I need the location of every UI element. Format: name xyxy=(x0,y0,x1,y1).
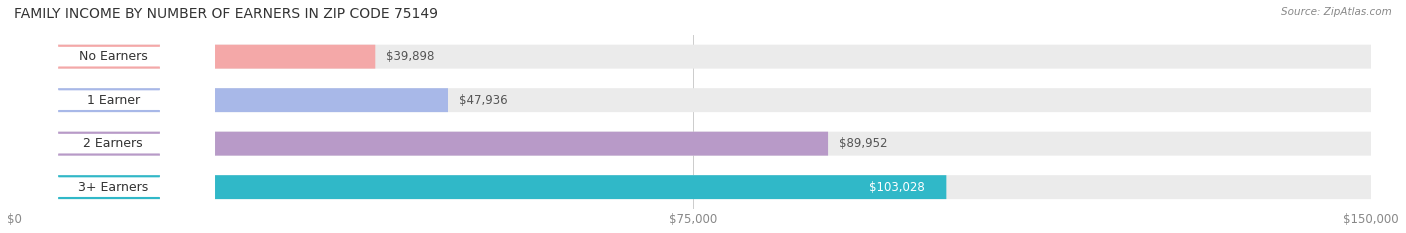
FancyBboxPatch shape xyxy=(14,132,1371,156)
Text: Source: ZipAtlas.com: Source: ZipAtlas.com xyxy=(1281,7,1392,17)
FancyBboxPatch shape xyxy=(14,88,1371,112)
Text: $103,028: $103,028 xyxy=(869,181,925,194)
FancyBboxPatch shape xyxy=(4,0,214,233)
Text: FAMILY INCOME BY NUMBER OF EARNERS IN ZIP CODE 75149: FAMILY INCOME BY NUMBER OF EARNERS IN ZI… xyxy=(14,7,439,21)
FancyBboxPatch shape xyxy=(14,175,946,199)
Text: $89,952: $89,952 xyxy=(839,137,887,150)
Text: $47,936: $47,936 xyxy=(458,94,508,107)
FancyBboxPatch shape xyxy=(14,175,1371,199)
FancyBboxPatch shape xyxy=(14,88,449,112)
FancyBboxPatch shape xyxy=(4,0,214,233)
Text: 3+ Earners: 3+ Earners xyxy=(79,181,149,194)
FancyBboxPatch shape xyxy=(14,132,828,156)
Text: No Earners: No Earners xyxy=(79,50,148,63)
Text: $39,898: $39,898 xyxy=(387,50,434,63)
FancyBboxPatch shape xyxy=(4,0,214,233)
FancyBboxPatch shape xyxy=(14,45,375,69)
Text: 1 Earner: 1 Earner xyxy=(87,94,139,107)
FancyBboxPatch shape xyxy=(4,0,214,233)
Text: 2 Earners: 2 Earners xyxy=(83,137,143,150)
FancyBboxPatch shape xyxy=(14,45,1371,69)
